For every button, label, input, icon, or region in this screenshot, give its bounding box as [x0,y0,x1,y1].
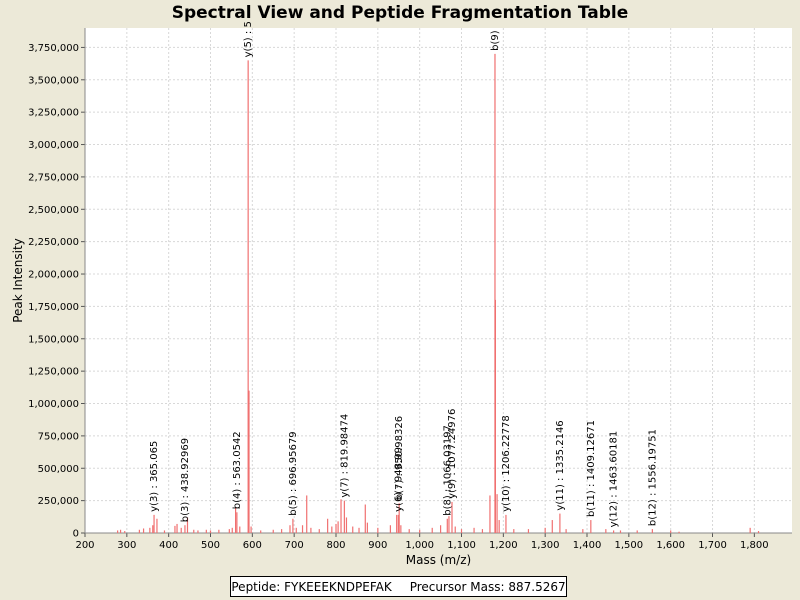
x-tick-label: 600 [243,540,262,551]
x-tick-label: 1,400 [573,540,602,551]
peak-annotation: b(9) [490,30,501,51]
y-tick-label: 3,750,000 [28,43,79,54]
y-axis-label: Peak Intensity [11,238,25,323]
x-tick-label: 200 [75,540,94,551]
y-tick-label: 3,250,000 [28,108,79,119]
x-tick-label: 1,700 [698,540,727,551]
x-axis-label: Mass (m/z) [406,553,471,567]
y-tick-label: 1,250,000 [28,367,79,378]
x-tick-label: 300 [117,540,136,551]
peak-annotation: y(7) : 819.98474 [339,414,350,498]
peak-annotation: b(8) : 1066.03197 [442,425,453,516]
plot-area [85,28,792,533]
x-tick-label: 1,000 [405,540,434,551]
y-tick-label: 2,750,000 [28,172,79,183]
y-tick-label: 3,000,000 [28,140,79,151]
peak-annotation: y(3) : 365.065 [149,441,160,512]
peak-annotation: y(6) : 948.99 [393,447,404,512]
y-tick-label: 2,250,000 [28,237,79,248]
y-tick-label: 250,000 [38,496,79,507]
x-tick-label: 700 [285,540,304,551]
y-tick-label: 0 [73,529,79,540]
y-tick-label: 1,000,000 [28,399,79,410]
chart-title: Spectral View and Peptide Fragmentation … [171,3,629,23]
peak-annotation: y(11) : 1335.2146 [555,420,566,510]
y-tick-label: 3,500,000 [28,75,79,86]
x-tick-label: 800 [326,540,345,551]
peak-annotation: y(9) : 1077.24976 [447,409,458,499]
y-tick-label: 1,750,000 [28,302,79,313]
precursor-mass: Precursor Mass: 887.5267 [409,579,566,594]
peak-annotation: b(12) : 1556.19751 [647,429,658,526]
peak-annotation: y(10) : 1206.22778 [501,415,512,512]
y-tick-label: 750,000 [38,431,79,442]
x-tick-label: 1,100 [447,540,476,551]
y-tick-label: 1,500,000 [28,334,79,345]
x-tick-label: 400 [159,540,178,551]
x-tick-label: 1,500 [615,540,644,551]
peak-annotation: b(5) : 696.95679 [288,431,299,515]
x-tick-label: 1,300 [531,540,560,551]
peak-annotation: y(12) : 1463.60181 [609,431,620,528]
axes: 200 300 400 500 600 700 800 900 1,000 1,100 1,200 1… [28,28,792,551]
x-tick-label: 1,200 [489,540,518,551]
x-tick-label: 500 [201,540,220,551]
x-tick-label: 900 [368,540,387,551]
x-tick-label: 1,600 [656,540,685,551]
peak-annotation: b(3) : 438.92969 [180,438,191,522]
peak-annotation: b(11) : 1409.12671 [586,420,597,517]
x-tick-label: 1,800 [740,540,769,551]
peak-annotation: b(7) : 950.98326 [394,416,405,500]
peaks [117,53,760,533]
y-tick-label: 2,000,000 [28,270,79,281]
y-tick-label: 500,000 [38,464,79,475]
y-tick-label: 2,500,000 [28,205,79,216]
grid-lines [84,28,792,534]
peptide-info-box: Peptide: FYKEEEKNDPEFAK Precursor Mass: … [230,576,567,597]
peak-annotation: b(4) : 563.0542 [232,431,243,509]
peak-annotations: y(3) : 365.065 b(3) : 438.92969 b(4) : 563… [149,21,658,527]
peptide-sequence: Peptide: FYKEEEKNDPEFAK [231,579,392,594]
peak-annotation: y(5) : 5 [243,21,254,57]
